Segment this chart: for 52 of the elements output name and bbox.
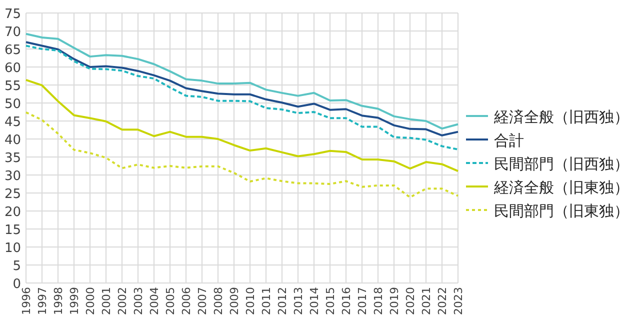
x-tick-label: 2001 [100, 287, 113, 315]
y-tick-label: 5 [12, 259, 21, 274]
x-tick-label: 2002 [116, 287, 129, 315]
y-tick-label: 35 [4, 151, 21, 166]
legend-label: 経済全般（旧東独） [493, 178, 629, 196]
y-tick-label: 25 [4, 187, 21, 202]
x-tick-label: 2017 [356, 287, 369, 315]
x-tick-label: 2013 [292, 287, 305, 315]
x-tick-label: 2015 [324, 287, 337, 315]
y-tick-label: 10 [4, 241, 21, 256]
x-tick-label: 1996 [20, 287, 33, 315]
x-tick-label: 2018 [372, 287, 385, 315]
y-tick-label: 0 [12, 277, 21, 292]
x-tick-label: 2009 [228, 287, 241, 315]
x-tick-label: 2011 [260, 287, 273, 315]
x-tick-label: 2006 [180, 287, 193, 315]
x-tick-label: 2021 [420, 287, 433, 315]
x-tick-label: 1999 [68, 287, 81, 315]
y-tick-label: 30 [4, 169, 21, 184]
x-tick-label: 2016 [340, 287, 353, 315]
line-series [25, 78, 459, 172]
x-tick-label: 2020 [404, 287, 417, 315]
legend-label: 民間部門（旧東独） [494, 202, 629, 220]
x-tick-label: 1997 [36, 287, 49, 315]
line-series [25, 111, 459, 198]
legend-label: 合計 [494, 132, 524, 150]
y-tick-label: 60 [4, 61, 21, 76]
y-tick-label: 45 [4, 115, 21, 130]
legend-label: 民間部門（旧西独） [494, 155, 629, 173]
y-tick-label: 75 [4, 7, 21, 22]
x-tick-label: 2007 [196, 287, 209, 315]
y-tick-label: 15 [4, 223, 21, 238]
x-tick-label: 2000 [84, 287, 97, 315]
x-tick-label: 2023 [452, 287, 465, 315]
y-tick-label: 65 [4, 43, 21, 58]
line-series [25, 44, 459, 150]
x-tick-label: 2019 [388, 287, 401, 315]
y-tick-label: 50 [4, 97, 21, 112]
x-tick-label: 2012 [276, 287, 289, 315]
x-tick-label: 2010 [244, 287, 257, 315]
x-tick-label: 2003 [132, 287, 145, 315]
x-tick-label: 2014 [308, 287, 321, 315]
legend-label: 経済全般（旧西独） [493, 108, 629, 126]
y-tick-label: 20 [4, 205, 21, 220]
x-tick-label: 1998 [52, 287, 65, 315]
x-tick-label: 2004 [148, 287, 161, 315]
x-tick-label: 2008 [212, 287, 225, 315]
x-tick-label: 2022 [436, 287, 449, 315]
y-tick-label: 40 [4, 133, 21, 148]
y-tick-label: 70 [4, 25, 21, 40]
x-tick-label: 2005 [164, 287, 177, 315]
y-tick-label: 55 [4, 79, 21, 94]
